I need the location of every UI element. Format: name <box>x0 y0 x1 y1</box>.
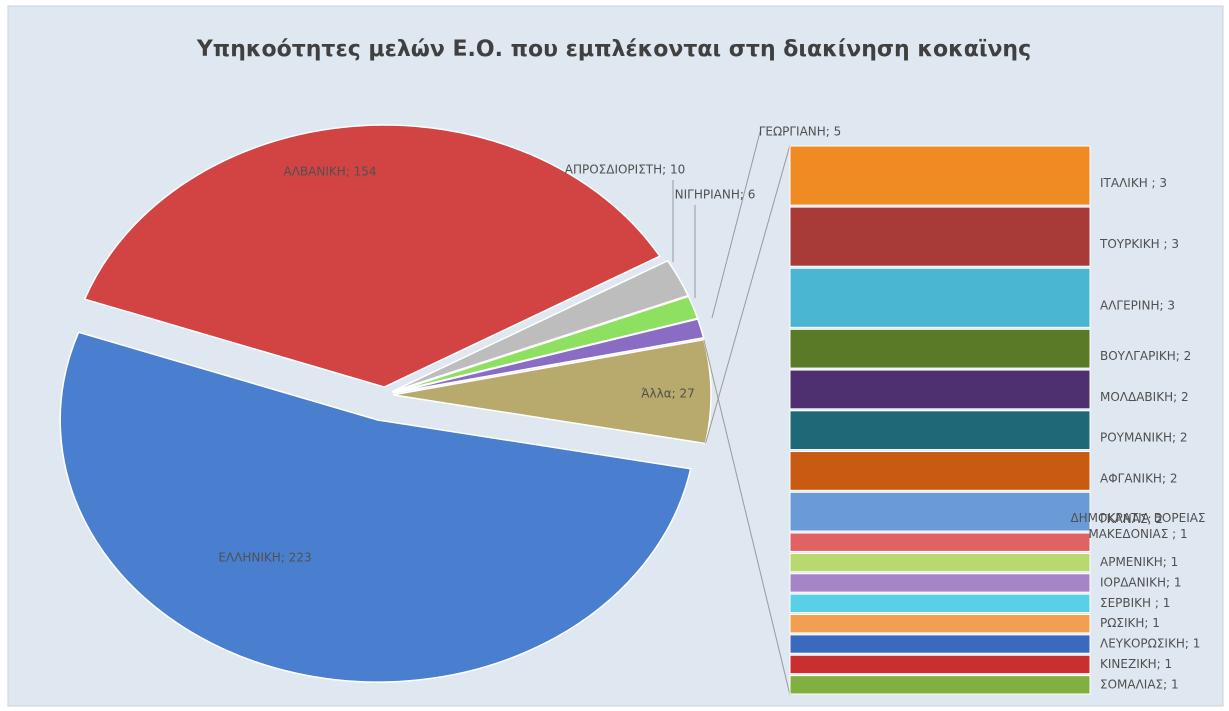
bar-segment <box>789 145 1091 206</box>
pie-slice <box>391 259 690 393</box>
pie-label: ΑΠΡΟΣΔΙΟΡΙΣΤΗ; 10 <box>565 163 686 177</box>
bar-segment <box>789 369 1091 410</box>
connector-line <box>704 144 791 444</box>
bar-label: ΡΩΣΙΚΗ; 1 <box>1100 616 1160 630</box>
chart-title: Υπηκοότητες μελών Ε.Ο. που εμπλέκονται σ… <box>196 37 1031 62</box>
bar-label: ΛΕΥΚΟΡΩΣΙΚΗ; 1 <box>1100 637 1200 651</box>
pie-slice <box>83 124 661 388</box>
bar-label: ΙΤΑΛΙΚΗ ; 3 <box>1100 176 1167 190</box>
pie-slice <box>59 331 692 683</box>
connector-line <box>703 339 791 696</box>
bar-segment <box>789 654 1091 675</box>
bar-segment <box>789 532 1091 552</box>
pie-label: ΝΙΓΗΡΙΑΝΗ; 6 <box>675 188 756 202</box>
pie-slice <box>392 318 705 394</box>
bar-segment <box>789 593 1091 614</box>
bar-segment <box>789 675 1091 695</box>
bar-segment <box>789 552 1091 573</box>
bar-label: ΔΗΜΟΚΡΑΤΙΑ ΒΟΡΕΙΑΣ ΜΑΚΕΔΟΝΙΑΣ ; 1 <box>1070 511 1206 542</box>
bar-label: ΣΕΡΒΙΚΗ ; 1 <box>1100 596 1170 610</box>
bar-segment <box>789 267 1091 328</box>
pie-label: ΑΛΒΑΝΙΚΗ; 154 <box>283 165 376 179</box>
leader-line <box>711 131 761 319</box>
bar-segment <box>789 206 1091 267</box>
bar-segment <box>789 451 1091 491</box>
bar-label: ΓΚΑΝΑΣ; 2 <box>1100 512 1163 526</box>
bar-label: ΙΟΡΔΑΝΙΚΗ; 1 <box>1100 575 1182 589</box>
bar-segment <box>789 634 1091 654</box>
bar-label: ΒΟΥΛΓΑΡΙΚΗ; 2 <box>1100 349 1191 363</box>
bar-label: ΜΟΛΔΑΒΙΚΗ; 2 <box>1100 390 1189 404</box>
bar-label: ΑΦΓΑΝΙΚΗ; 2 <box>1100 471 1177 485</box>
bar-segment <box>789 328 1091 369</box>
bar-label-text: ΔΗΜΟΚΡΑΤΙΑ ΒΟΡΕΙΑΣ ΜΑΚΕΔΟΝΙΑΣ ; 1 <box>1070 511 1206 542</box>
bar-label: ΤΟΥΡΚΙΚΗ ; 3 <box>1099 237 1179 251</box>
bar-segment <box>789 573 1091 593</box>
bar-label: ΣΟΜΑΛΙΑΣ; 1 <box>1100 677 1179 691</box>
bar-segment <box>789 614 1091 634</box>
bar-segment <box>789 410 1091 451</box>
bar-label: ΡΟΥΜΑΝΙΚΗ; 2 <box>1100 431 1187 445</box>
pie-label: ΓΕΩΡΓΙΑΝΗ; 5 <box>759 125 842 139</box>
pie-label: ΕΛΛΗΝΙΚΗ; 223 <box>218 551 311 565</box>
pie-label: Άλλα; 27 <box>641 387 695 401</box>
bar-segment <box>789 491 1091 532</box>
bar-label: ΚΙΝΕΖΙΚΗ; 1 <box>1100 657 1172 671</box>
bar-label: ΑΛΓΕΡΙΝΗ; 3 <box>1100 298 1175 312</box>
bar-label: ΑΡΜΕΝΙΚΗ; 1 <box>1100 555 1178 569</box>
